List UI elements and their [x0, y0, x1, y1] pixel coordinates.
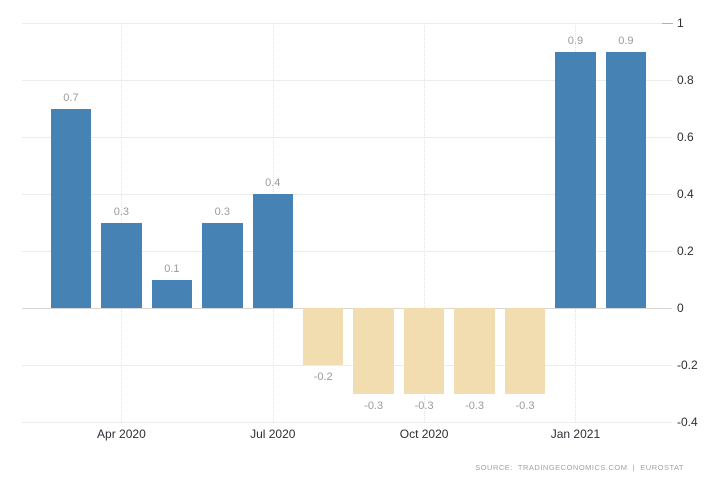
bar-value-label-jun-2020: 0.3 — [214, 205, 230, 218]
x-tick-label-oct-2020: Oct 2020 — [399, 427, 449, 441]
y-tick-label--0-4: -0.4 — [677, 415, 698, 429]
gridline-y-0-2 — [22, 251, 672, 252]
bar-jan-2021[interactable] — [555, 51, 596, 308]
bar-apr-2020[interactable] — [101, 222, 142, 308]
gridline-y--0-4 — [22, 422, 672, 423]
y-tick-label-0-8: 0.8 — [677, 73, 694, 87]
bar-value-label-may-2020: 0.1 — [164, 262, 180, 275]
y-tick-label-0-6: 0.6 — [677, 130, 694, 144]
bar-jun-2020[interactable] — [202, 222, 243, 308]
gridline-y-0-4 — [22, 194, 672, 195]
bar-value-label-apr-2020: 0.3 — [113, 205, 130, 218]
gridline-y-1 — [22, 23, 672, 24]
y-tick-label--0-2: -0.2 — [677, 358, 698, 372]
bar-may-2020[interactable] — [151, 279, 193, 308]
bar-jul-2020[interactable] — [252, 194, 293, 308]
y-tick-label-0-4: 0.4 — [677, 187, 694, 201]
bar-sep-2020[interactable] — [353, 308, 394, 394]
bar-value-label-jan-2021: 0.9 — [567, 34, 584, 47]
x-tick-label-jan-2021: Jan 2021 — [550, 427, 601, 441]
gridline-y-0-8 — [22, 80, 672, 81]
gridline-x-oct-2020 — [424, 23, 426, 422]
bar-value-label-mar-2020: 0.7 — [63, 91, 79, 104]
bar-value-label-oct-2020: -0.3 — [414, 399, 434, 412]
gridline-y--0-2 — [22, 365, 672, 366]
bar-oct-2020[interactable] — [403, 308, 445, 394]
bar-aug-2020[interactable] — [302, 308, 344, 365]
bar-nov-2020[interactable] — [454, 308, 495, 394]
y-tick-label-1: 1 — [677, 16, 684, 30]
x-tick-label-jul-2020: Jul 2020 — [250, 427, 296, 441]
bar-dec-2020[interactable] — [504, 308, 546, 394]
bar-value-label-dec-2020: -0.3 — [515, 399, 535, 412]
x-tick-label-apr-2020: Apr 2020 — [97, 427, 146, 441]
bar-mar-2020[interactable] — [50, 108, 92, 308]
y-tick-label-0: 0 — [677, 301, 684, 315]
bar-value-label-nov-2020: -0.3 — [465, 399, 485, 412]
y-tick-label-0-2: 0.2 — [677, 244, 694, 258]
bar-value-label-aug-2020: -0.2 — [313, 371, 333, 383]
bar-value-label-feb-2021: 0.9 — [618, 34, 634, 47]
bar-value-label-sep-2020: -0.3 — [364, 399, 384, 412]
bar-value-label-jul-2020: 0.4 — [265, 177, 281, 189]
gridline-y-0 — [22, 308, 672, 309]
gridline-y-0-6 — [22, 137, 672, 138]
bar-feb-2021[interactable] — [605, 51, 647, 308]
y-axis-tick — [662, 23, 673, 24]
source-attribution: SOURCE: TRADINGECONOMICS.COM | EUROSTAT — [475, 463, 684, 472]
